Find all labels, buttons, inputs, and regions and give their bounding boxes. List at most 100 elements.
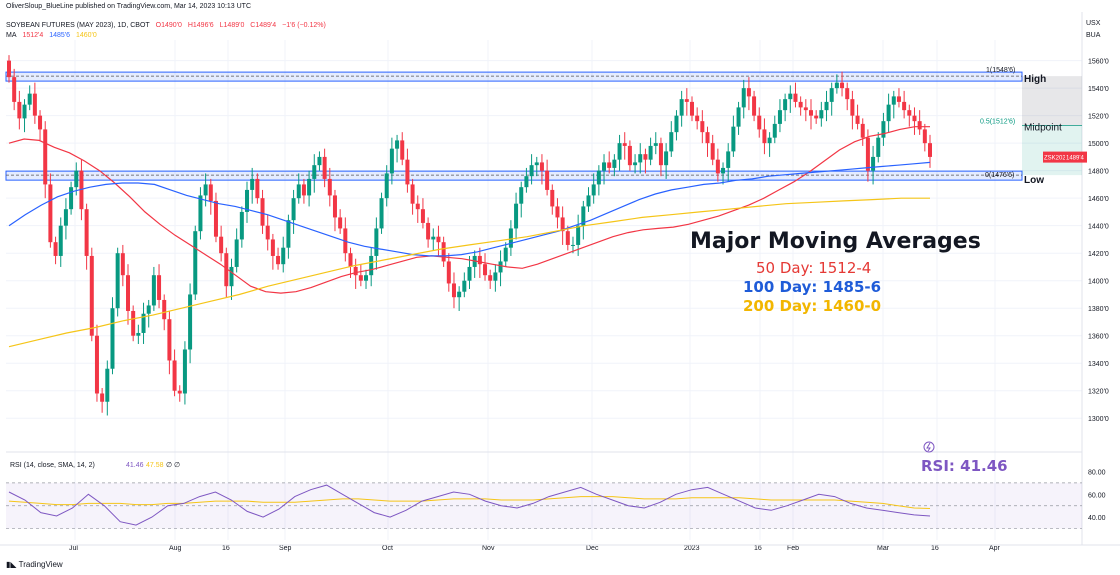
candle-body — [131, 310, 136, 336]
candle-body — [871, 156, 876, 171]
candle-body — [508, 228, 513, 248]
publisher-line: OliverSloup_BlueLine published on Tradin… — [6, 3, 252, 10]
candle-body — [239, 211, 244, 240]
rsi-header-label: RSI (14, close, SMA, 14, 2) — [10, 462, 95, 469]
candle-body — [307, 178, 312, 196]
candle-body — [912, 115, 917, 122]
last-tag-symbol: ZSK2023 — [1044, 156, 1070, 162]
candle-body — [441, 242, 446, 262]
candle-body — [643, 154, 648, 160]
candle-body — [783, 99, 788, 111]
candle-body — [695, 115, 700, 122]
candle-body — [881, 121, 886, 138]
candle-body — [420, 209, 425, 223]
candle-body — [43, 129, 48, 185]
price-tick-label: 1420'0 — [1088, 251, 1109, 258]
midpoint-label: Midpoint — [1024, 123, 1062, 134]
candle-body — [338, 217, 343, 229]
bolt-glyph — [926, 442, 931, 452]
candle-body — [736, 107, 741, 127]
candle-body — [38, 115, 43, 130]
candle-body — [627, 145, 632, 166]
candle-body — [327, 178, 332, 196]
time-tick-label: Dec — [586, 545, 599, 552]
candle-body — [669, 132, 674, 152]
time-tick-label: Oct — [382, 545, 393, 552]
high-band — [5, 71, 1023, 82]
candle-body — [726, 151, 731, 168]
alert-bolt-icon — [923, 441, 935, 453]
ma-legend-label: MA — [6, 32, 17, 39]
candle-body — [762, 129, 767, 144]
candle-body — [902, 101, 907, 111]
candle-body — [586, 195, 591, 207]
candle-body — [120, 253, 125, 276]
candle-body — [457, 291, 462, 298]
candle-body — [855, 115, 860, 124]
rsi-sma-line — [8, 496, 931, 509]
candle-body — [260, 198, 265, 226]
candle-body — [296, 184, 301, 199]
ohlc-high: H1496'6 — [187, 22, 214, 29]
candle-body — [550, 189, 555, 207]
candle-body — [612, 159, 617, 168]
candle-body — [7, 60, 11, 78]
tradingview-logo[interactable]: ▮◣ TradingView — [6, 560, 63, 569]
candle-body — [565, 231, 570, 245]
time-tick-label: Apr — [989, 545, 1001, 552]
candle-body — [845, 88, 850, 100]
price-tick-label: 1340'0 — [1088, 361, 1109, 368]
candle-body — [198, 195, 203, 232]
candle-body — [493, 272, 498, 281]
candle-body — [58, 225, 63, 256]
candle-body — [700, 121, 705, 133]
candle-body — [519, 187, 524, 204]
candle-body — [648, 145, 653, 160]
time-tick-label: 16 — [222, 545, 230, 552]
candle-body — [477, 255, 482, 265]
candle-body — [353, 266, 358, 276]
candle-body — [777, 110, 782, 124]
candle-body — [110, 308, 115, 369]
candle-body — [545, 170, 550, 190]
rsi-header-sma: 47.58 — [146, 462, 164, 469]
candle-body — [793, 93, 798, 102]
candle-body — [462, 280, 467, 292]
candle-body — [405, 159, 410, 185]
candle-body — [115, 253, 120, 309]
candle-body — [539, 162, 544, 171]
candle-body — [322, 156, 327, 179]
candle-body — [291, 198, 296, 221]
ma-legend-100: 1485'6 — [49, 32, 71, 39]
rsi-tick-label: 60.00 — [1088, 492, 1106, 499]
candle-body — [69, 187, 74, 210]
candle-body — [17, 101, 22, 119]
candle-body — [265, 225, 270, 240]
overlay-title: Major Moving Averages — [690, 229, 981, 254]
candle-body — [514, 203, 519, 229]
candle-body — [332, 195, 337, 218]
price-tick-label: 1540'0 — [1088, 86, 1109, 93]
candle-body — [224, 253, 229, 287]
candle-body — [865, 137, 870, 171]
overlay-ma200: 200 Day: 1460-0 — [743, 297, 882, 315]
candle-body — [814, 115, 819, 119]
candle-body — [281, 247, 286, 265]
candle-body — [167, 319, 172, 361]
candle-body — [891, 96, 896, 105]
fib-upper-box — [1022, 76, 1082, 126]
candle-body — [151, 275, 156, 306]
candle-body — [48, 184, 53, 243]
low-label: Low — [1024, 175, 1044, 186]
candle-body — [374, 228, 379, 256]
candle-body — [219, 236, 224, 254]
price-tick-label: 1360'0 — [1088, 334, 1109, 341]
rsi-line — [8, 484, 931, 526]
candle-body — [208, 184, 213, 201]
candle-body — [395, 140, 400, 149]
ohlc-open: O1490'0 — [155, 22, 182, 29]
candle-body — [803, 107, 808, 111]
candle-body — [917, 121, 922, 130]
candle-body — [679, 99, 684, 116]
